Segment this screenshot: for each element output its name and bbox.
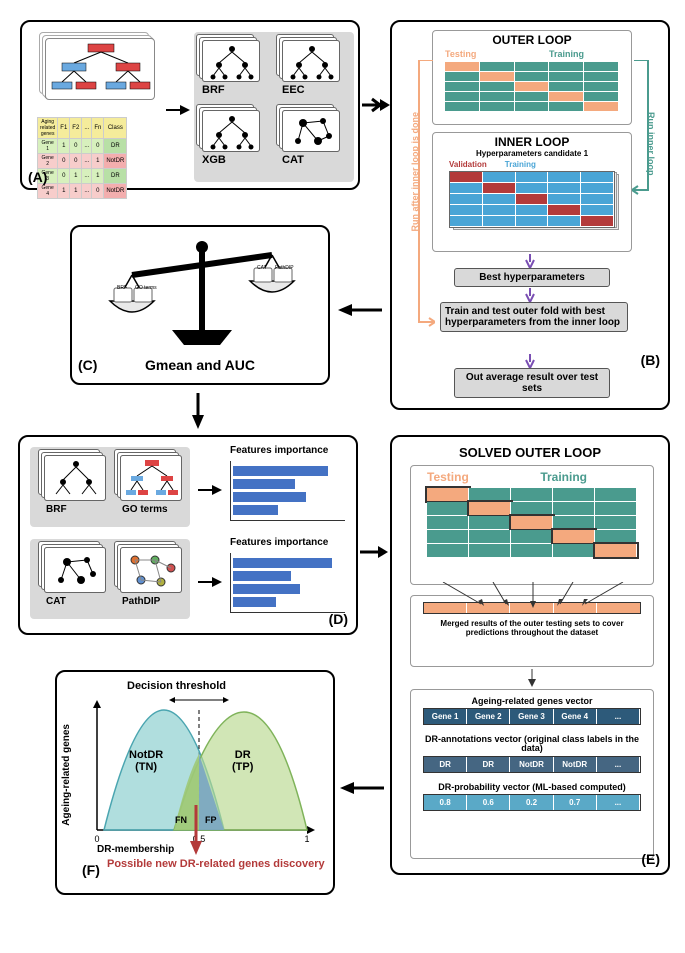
- arrow-D-to-E: [360, 542, 388, 562]
- arrow-merged-to-vectors: [524, 669, 540, 687]
- merged-box: Merged results of the outer testing sets…: [410, 595, 654, 667]
- scale-tag-path: PathDIP: [275, 265, 294, 271]
- inner-loop-title: INNER LOOP: [433, 135, 631, 149]
- inner-cv-grid: [449, 171, 615, 228]
- arrow-train-to-avg: [522, 354, 538, 368]
- arrow-inner-to-best: [522, 254, 538, 268]
- arrow-B-to-C: [338, 300, 382, 320]
- threshold-label: Decision threshold: [127, 680, 226, 692]
- arrow-tree-to-models: [166, 102, 190, 118]
- tree-stack: [44, 37, 154, 99]
- f-xlabel: DR-membership: [97, 844, 174, 855]
- balance-scale-icon: [102, 235, 302, 350]
- arrow-best-to-train: [522, 288, 538, 302]
- inner-loop-box: INNER LOOP Hyperparameters candidate 1 V…: [432, 132, 632, 252]
- label-A: (A): [28, 169, 47, 185]
- panel-C-caption: Gmean and AUC: [72, 357, 328, 373]
- panel-C: BRF GO terms CAT PathDIP Gmean and AUC (…: [70, 225, 330, 385]
- train-test-box: Train and test outer fold with best hype…: [440, 302, 628, 332]
- outer-loop-title: OUTER LOOP: [433, 33, 631, 47]
- outer-loop-box: OUTER LOOP Testing Training: [432, 30, 632, 125]
- f-ylabel: Ageing-related genes: [61, 724, 72, 826]
- feat-imp-label-1: Features importance: [230, 445, 328, 456]
- svg-text:0: 0: [94, 834, 99, 844]
- barchart-top: [230, 461, 345, 521]
- fn-label: FN: [175, 815, 187, 825]
- outer-cv-grid: [445, 62, 619, 112]
- solved-outer-box: Testing Training: [410, 465, 654, 585]
- e-testing: Testing: [427, 470, 469, 484]
- scale-tag-go: GO terms: [135, 285, 157, 291]
- feat-imp-label-2: Features importance: [230, 537, 328, 548]
- label-F: (F): [82, 862, 100, 878]
- model-cat: CAT: [282, 110, 350, 170]
- arrow-d-bot: [198, 574, 222, 590]
- panel-D: BRFGO terms Features importance CATPathD…: [18, 435, 358, 635]
- hyperparam-label: Hyperparameters candidate 1: [433, 149, 631, 158]
- testing-label: Testing: [445, 49, 476, 59]
- e-training: Training: [540, 470, 587, 484]
- arrow-E-to-F: [340, 778, 384, 798]
- vec1: Ageing-related genes vector Gene 1Gene 2…: [423, 696, 641, 725]
- training-label: Training: [549, 49, 584, 59]
- panel-A: Aging related genesF1F2...FnClass Gene 1…: [20, 20, 360, 190]
- panel-B: OUTER LOOP Testing Training INNER LOOP H…: [390, 20, 670, 410]
- validation-label: Validation: [449, 160, 487, 169]
- arrow-d-top: [198, 482, 222, 498]
- barchart-bot: [230, 553, 345, 613]
- model-eec: EEC: [282, 40, 350, 100]
- label-D: (D): [329, 611, 348, 627]
- arrow-A-to-B: [362, 95, 390, 115]
- outer-loop-arrow-left: [417, 60, 435, 328]
- decision-tree-icon: [46, 39, 156, 101]
- vec2: DR-annotations vector (original class la…: [423, 735, 641, 773]
- inner-loop-arrow-right: [632, 60, 650, 196]
- model-xgb: XGB: [202, 110, 270, 170]
- label-B: (B): [641, 352, 660, 368]
- merge-arrows: [411, 582, 655, 608]
- inner-training-label: Training: [505, 160, 536, 169]
- solved-outer-title: SOLVED OUTER LOOP: [392, 445, 668, 460]
- vectors-box: Ageing-related genes vector Gene 1Gene 2…: [410, 689, 654, 859]
- notdr-label: NotDR(TN): [129, 750, 163, 773]
- discovery-label: Possible new DR-related genes discovery: [107, 858, 325, 870]
- label-C: (C): [78, 357, 97, 373]
- panel-E: SOLVED OUTER LOOP Testing Training: [390, 435, 670, 875]
- svg-text:1: 1: [304, 834, 309, 844]
- vec3: DR-probability vector (ML-based computed…: [423, 783, 641, 811]
- avg-result-box: Out average result over test sets: [454, 368, 610, 398]
- label-E: (E): [641, 851, 660, 867]
- fp-label: FP: [205, 815, 217, 825]
- arrow-C-to-D: [188, 393, 208, 429]
- best-hyperparams-box: Best hyperparameters: [454, 268, 610, 287]
- model-brf: BRF: [202, 40, 270, 100]
- scale-tag-cat: CAT: [257, 265, 267, 271]
- scale-tag-brf: BRF: [117, 285, 127, 291]
- dr-label: DR(TP): [232, 750, 253, 773]
- solved-cv-grid: [427, 488, 637, 558]
- merged-text: Merged results of the outer testing sets…: [423, 620, 641, 638]
- panel-F: Decision threshold 0 0.5 1 Ageing-relate…: [55, 670, 335, 895]
- discovery-arrow: [188, 805, 204, 855]
